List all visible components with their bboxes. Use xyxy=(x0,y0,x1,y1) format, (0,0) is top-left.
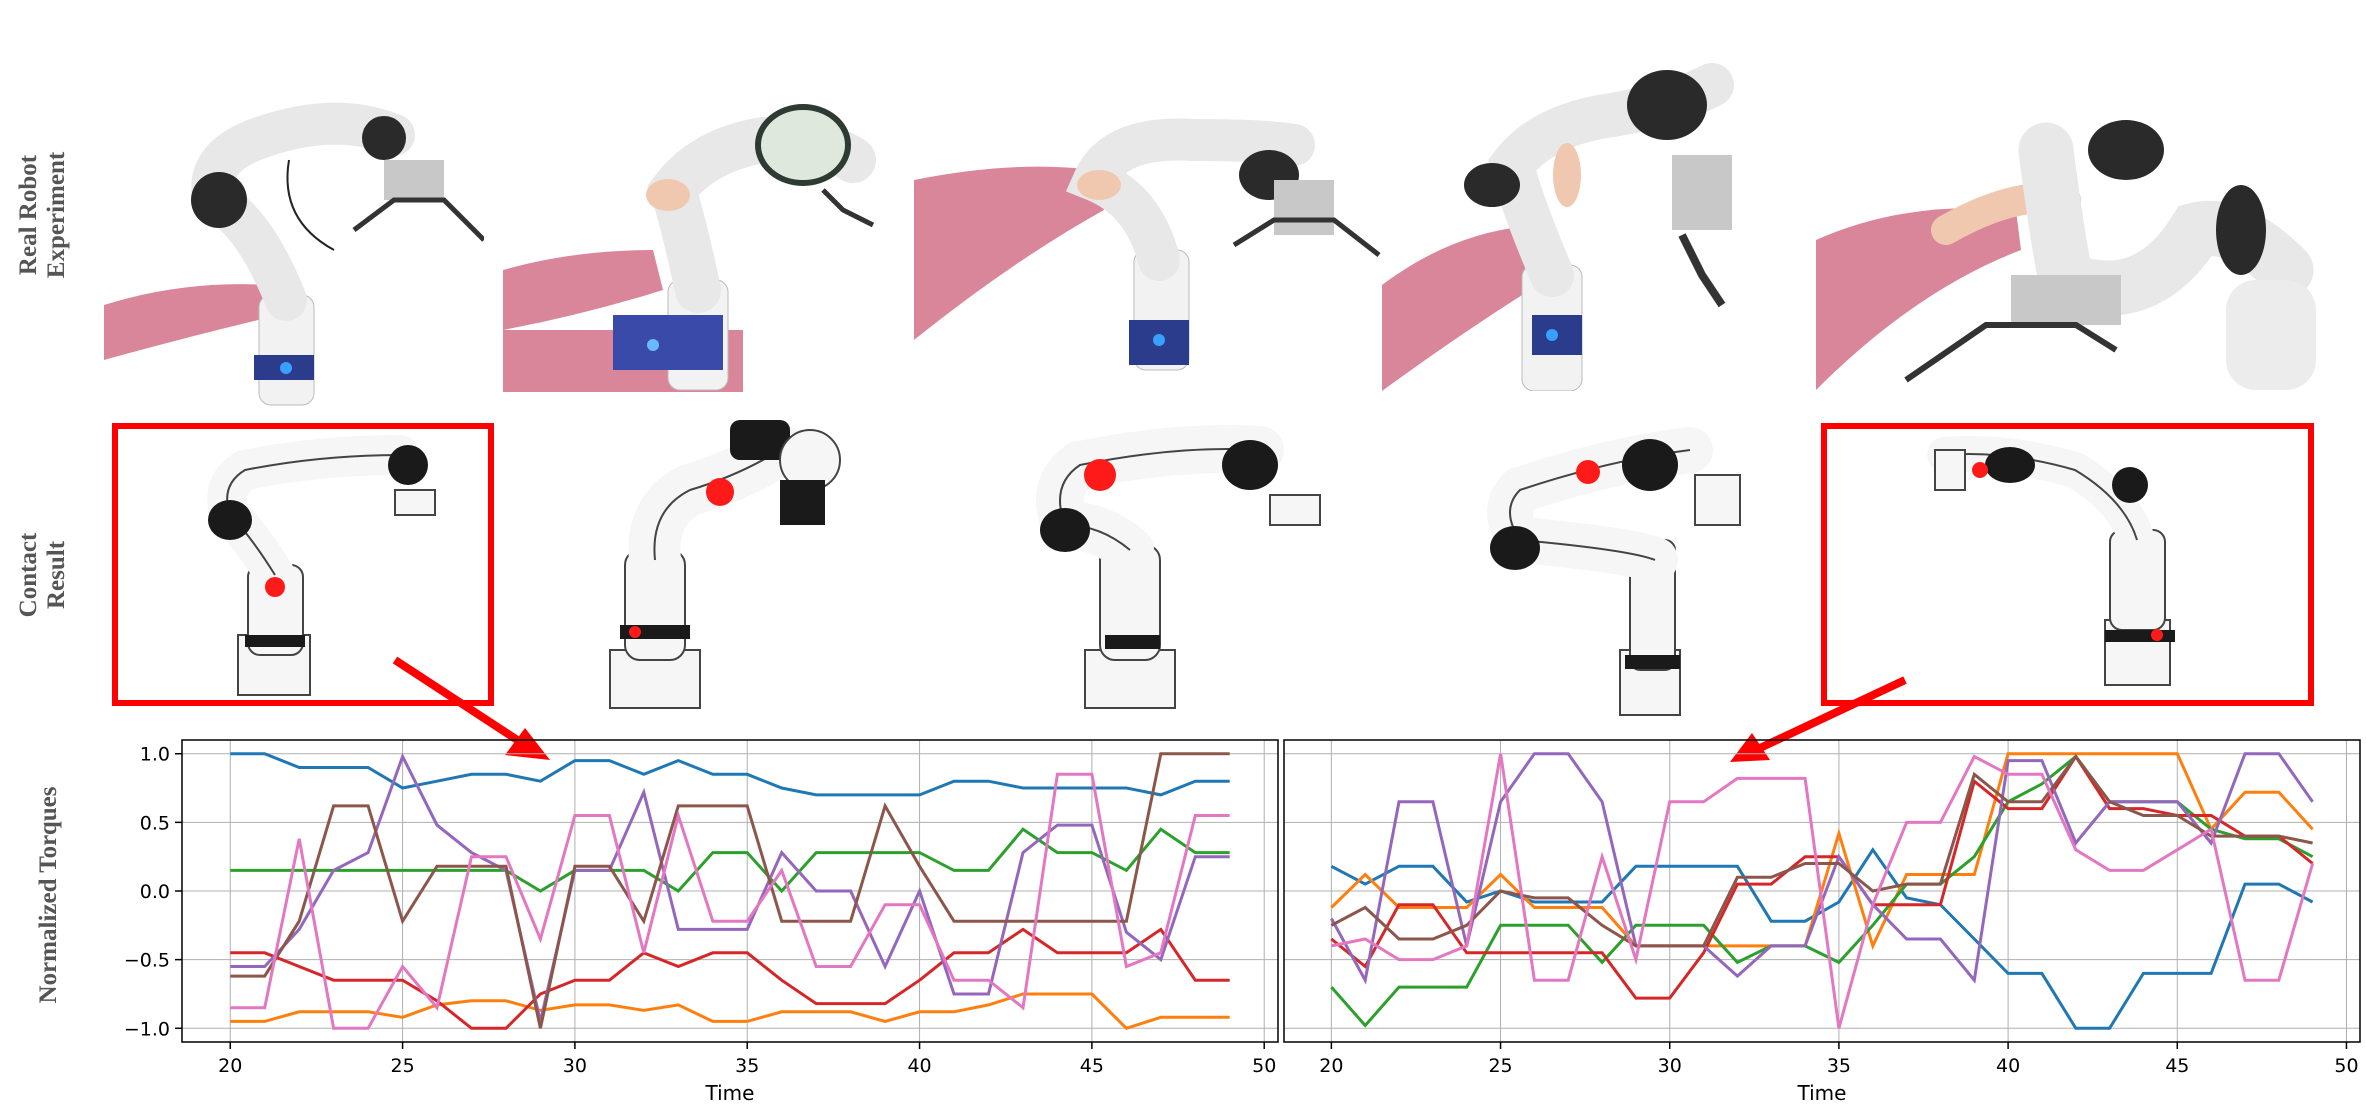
x-tick-label: 25 xyxy=(390,1055,414,1077)
series-line-5 xyxy=(230,752,1230,1029)
series-line-4 xyxy=(230,752,1230,1022)
series-line-3 xyxy=(1330,753,2314,1000)
real-robot-photo-2 xyxy=(503,104,876,392)
y-tick-label: −1.0 xyxy=(124,1018,170,1040)
y-tick-label: 1.0 xyxy=(140,744,170,766)
contact-result-render-5 xyxy=(1927,436,2175,686)
y-tick-label: 0.5 xyxy=(140,812,170,834)
x-tick-label: 50 xyxy=(2334,1055,2358,1077)
x-axis-label: Time xyxy=(705,1081,755,1104)
arrow-left xyxy=(392,656,550,760)
x-tick-label: 30 xyxy=(563,1055,587,1077)
x-tick-label: 20 xyxy=(1319,1055,1343,1077)
x-tick-label: 40 xyxy=(907,1055,931,1077)
torque-chart-left: 20 25 30 35 40 45 50 Time −1.0 −0.5 0.0 0.5 1.0 xyxy=(124,739,1279,1104)
arrow-right xyxy=(1730,676,1907,762)
series-line-4 xyxy=(1330,752,2314,985)
series-line-1 xyxy=(1330,752,2314,951)
torque-chart-right: 20 25 30 35 40 45 50 Time xyxy=(1283,739,2361,1104)
x-tick-label: 45 xyxy=(2165,1055,2189,1077)
plot-frame xyxy=(1283,739,2361,1043)
x-tick-label: 30 xyxy=(1658,1055,1682,1077)
x-tick-label: 20 xyxy=(218,1055,242,1077)
contact-result-render-1 xyxy=(207,435,436,696)
y-tick-label: −0.5 xyxy=(124,950,170,972)
contact-result-render-4 xyxy=(1487,427,1741,716)
real-robot-photo-3 xyxy=(914,118,1381,371)
x-tick-label: 40 xyxy=(1996,1055,2020,1077)
x-tick-label: 50 xyxy=(1252,1055,1276,1077)
series-line-2 xyxy=(230,827,1230,894)
real-robot-photo-1 xyxy=(104,102,484,406)
series-line-6 xyxy=(230,772,1230,1030)
series-line-5 xyxy=(1330,753,2313,948)
series-line-3 xyxy=(230,927,1230,1030)
x-tick-label: 35 xyxy=(1827,1055,1851,1077)
series-line-1 xyxy=(230,992,1230,1031)
x-tick-label: 35 xyxy=(735,1055,759,1077)
highlight-box-left xyxy=(112,423,494,706)
y-tick-label: 0.0 xyxy=(140,881,170,903)
x-tick-label: 45 xyxy=(1080,1055,1104,1077)
contact-result-render-2 xyxy=(609,420,841,709)
x-tick-label: 25 xyxy=(1488,1055,1512,1077)
highlight-box-right xyxy=(1821,423,2314,706)
contact-result-render-3 xyxy=(1036,425,1321,709)
x-axis-label: Time xyxy=(1797,1081,1847,1104)
series-line-0 xyxy=(230,752,1230,797)
series-line-6 xyxy=(1331,753,2315,1029)
real-robot-photo-4 xyxy=(1382,63,1734,391)
real-robot-photo-5 xyxy=(1816,120,2316,390)
